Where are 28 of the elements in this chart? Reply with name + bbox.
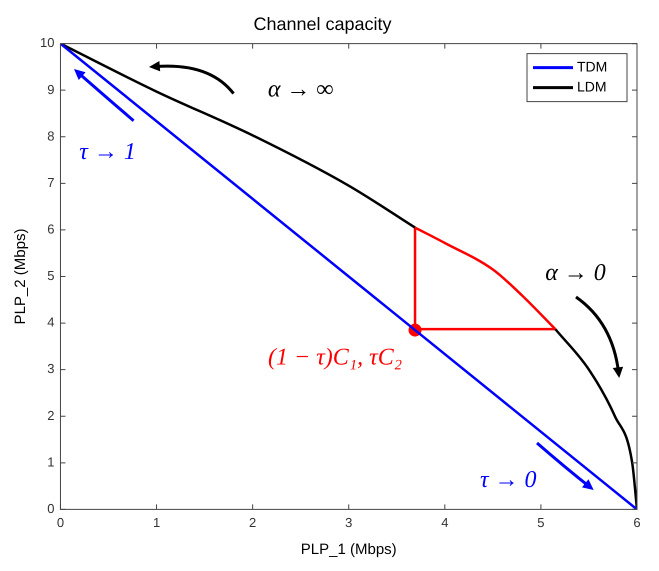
chart-title: Channel capacity — [253, 14, 392, 34]
y-tick-label: 7 — [47, 174, 54, 190]
annotation: (1 − τ)C₁, τC₂ — [268, 344, 402, 370]
y-tick-label: 8 — [47, 128, 54, 144]
annotation: τ → 0 — [480, 466, 537, 493]
legend-label: TDM — [577, 58, 608, 74]
annotation: α → 0 — [545, 260, 606, 286]
y-tick-label: 10 — [40, 35, 54, 50]
y-axis-title: PLP_2 (Mbps) — [12, 228, 30, 324]
x-tick-label: 2 — [249, 514, 256, 530]
y-tick-label: 4 — [47, 314, 54, 330]
x-tick-label: 6 — [633, 514, 641, 530]
x-tick-label: 3 — [345, 514, 352, 530]
annotation: α → ∞ — [268, 76, 334, 102]
annotation: τ → 1 — [79, 138, 136, 165]
x-tick-label: 0 — [56, 514, 64, 530]
y-tick-label: 6 — [47, 222, 54, 236]
x-axis-title: PLP_1 (Mbps) — [300, 541, 397, 558]
y-tick-label: 9 — [47, 82, 54, 97]
x-tick-label: 5 — [537, 514, 545, 530]
y-tick-label: 1 — [47, 454, 54, 470]
y-tick-label: 0 — [47, 500, 54, 516]
y-tick-label: 5 — [47, 268, 54, 284]
legend-label: LDM — [577, 78, 607, 94]
x-tick-label: 1 — [152, 514, 160, 530]
y-tick-label: 3 — [47, 361, 54, 376]
y-tick-label: 2 — [47, 408, 54, 423]
x-tick-label: 4 — [441, 514, 448, 530]
